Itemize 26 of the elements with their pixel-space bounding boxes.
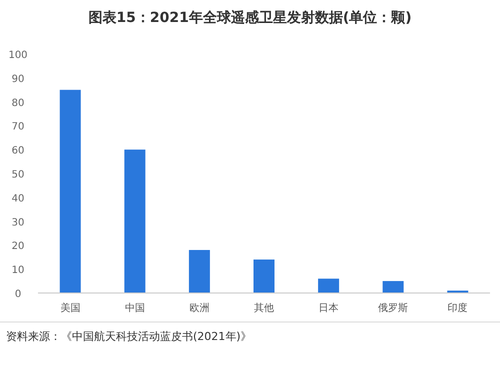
- y-tick-label: 0: [14, 289, 22, 300]
- y-tick-label: 60: [12, 146, 24, 157]
- x-tick-label: 印度: [448, 302, 468, 314]
- bar: [188, 250, 210, 293]
- x-tick-label: 日本: [318, 302, 339, 314]
- bar: [318, 278, 340, 293]
- y-tick-label: 20: [12, 241, 24, 252]
- bar: [254, 260, 274, 293]
- y-tick-label: 10: [12, 265, 24, 276]
- bar: [382, 281, 404, 293]
- y-tick-label: 90: [12, 74, 24, 85]
- y-tick-label: 40: [12, 193, 24, 204]
- y-tick-label: 30: [12, 217, 24, 228]
- y-tick-label: 50: [12, 170, 24, 180]
- x-tick-label: 中国: [124, 302, 145, 314]
- y-tick-label: 70: [12, 122, 24, 133]
- x-tick-label: 其他: [254, 302, 274, 314]
- y-tick-label: 80: [12, 98, 24, 109]
- y-tick-label: 100: [8, 50, 28, 61]
- text: 资料来源：《中国航天科技活动蓝皮书(2021年)》: [6, 330, 252, 343]
- chart-title: 图表15：2021年全球遥感卫星发射数据(单位：颗): [88, 9, 412, 26]
- bar: [60, 90, 81, 293]
- x-tick-label: 美国: [60, 302, 80, 314]
- x-tick-label: 俄罗斯: [378, 302, 408, 314]
- x-tick-label: 欧洲: [189, 302, 210, 314]
- bar: [124, 150, 146, 293]
